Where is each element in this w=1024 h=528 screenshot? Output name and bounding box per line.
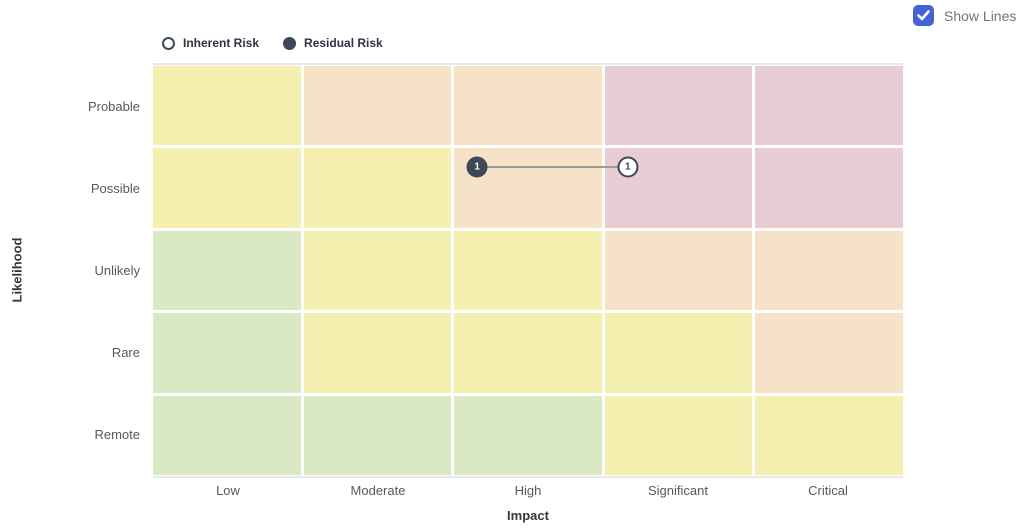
- y-tick-probable: Probable: [87, 99, 140, 115]
- y-axis-tick-labels: Probable Possible Unlikely Rare Remote: [0, 66, 140, 475]
- matrix-cell-possible-moderate: [303, 148, 452, 228]
- inherent-risk-open-circle-icon: [162, 36, 175, 50]
- matrix-cell-rare-high: [454, 313, 602, 393]
- matrix-cell-rare-moderate: [303, 313, 452, 393]
- x-tick-critical: Critical: [808, 483, 848, 498]
- legend-inherent-risk-label: Inherent Risk: [183, 36, 260, 50]
- matrix-cell-probable-critical: [755, 66, 903, 146]
- y-tick-possible: Possible: [90, 181, 140, 197]
- matrix-cell-possible-critical: [755, 148, 903, 228]
- matrix-cell-unlikely-significant: [604, 230, 753, 311]
- matrix-cell-remote-low: [153, 395, 301, 475]
- matrix-cell-remote-significant: [604, 395, 753, 475]
- matrix-cell-probable-significant: [604, 66, 753, 146]
- matrix-cell-probable-low: [153, 66, 301, 146]
- y-tick-remote: Remote: [94, 426, 140, 442]
- matrix-cell-probable-moderate: [303, 66, 452, 146]
- risk-matrix-grid: [153, 66, 903, 475]
- show-lines-control[interactable]: Show Lines: [913, 5, 1016, 26]
- risk-connector-line: [477, 166, 628, 169]
- matrix-cell-unlikely-low: [153, 230, 301, 311]
- matrix-cell-remote-critical: [755, 395, 903, 475]
- y-tick-unlikely: Unlikely: [94, 262, 140, 278]
- legend-item-inherent-risk[interactable]: Inherent Risk: [162, 36, 259, 50]
- matrix-cell-unlikely-moderate: [303, 230, 452, 311]
- matrix-cell-remote-high: [454, 395, 602, 475]
- y-tick-rare: Rare: [111, 344, 140, 360]
- x-tick-moderate: Moderate: [350, 483, 406, 498]
- grid-top-border: [153, 63, 903, 65]
- residual-risk-filled-circle-icon: [283, 36, 297, 50]
- matrix-cell-probable-high: [454, 66, 602, 146]
- legend-residual-risk-label: Residual Risk: [304, 36, 383, 50]
- show-lines-checkbox[interactable]: [913, 5, 934, 26]
- x-tick-significant: Significant: [648, 483, 708, 498]
- x-axis-tick-labels: Low Moderate High Significant Critical: [153, 483, 903, 498]
- matrix-cell-unlikely-high: [454, 230, 602, 311]
- show-lines-label: Show Lines: [944, 7, 1017, 24]
- x-axis-title: Impact: [507, 508, 549, 523]
- grid-bottom-border: [153, 476, 903, 478]
- x-tick-high: High: [514, 483, 542, 498]
- x-tick-low: Low: [216, 483, 240, 498]
- checkmark-icon: [917, 10, 930, 21]
- matrix-cell-rare-significant: [604, 313, 753, 393]
- inherent-risk-marker[interactable]: 1: [617, 156, 639, 178]
- matrix-cell-rare-low: [153, 313, 301, 393]
- legend-item-residual-risk[interactable]: Residual Risk: [283, 36, 383, 50]
- matrix-cell-possible-low: [153, 148, 301, 228]
- matrix-cell-unlikely-critical: [755, 230, 903, 311]
- matrix-cell-remote-moderate: [303, 395, 452, 475]
- residual-risk-marker[interactable]: 1: [466, 156, 488, 178]
- chart-legend: Inherent Risk Residual Risk: [162, 36, 383, 50]
- matrix-cell-rare-critical: [755, 313, 903, 393]
